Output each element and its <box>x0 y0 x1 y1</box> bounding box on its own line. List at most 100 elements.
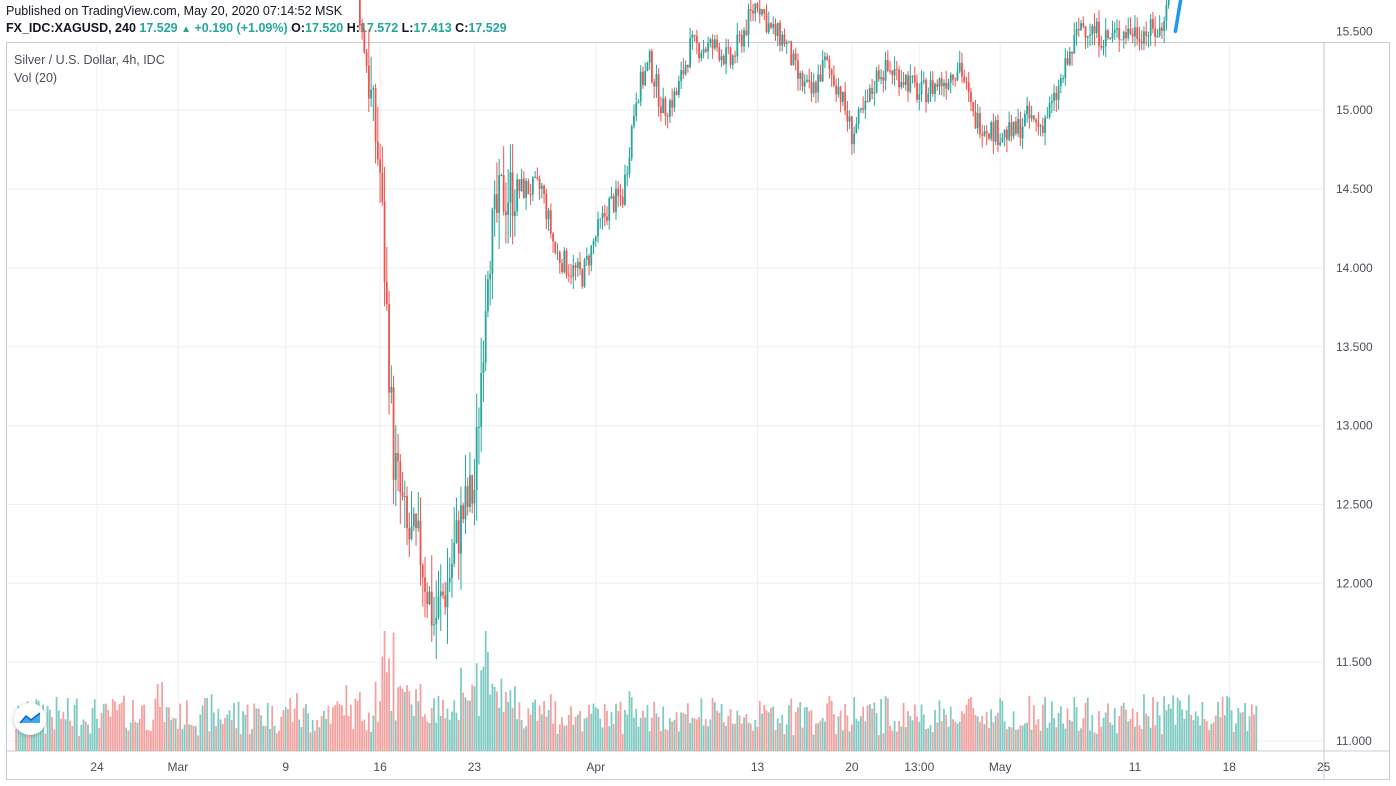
volume-bar <box>673 719 676 751</box>
volume-bar <box>376 721 379 751</box>
volume-bar <box>1084 702 1087 751</box>
candle-body <box>1037 122 1040 127</box>
candle-body <box>487 279 489 312</box>
candle-body <box>536 176 539 179</box>
publish-info: Published on TradingView.com, May 20, 20… <box>6 4 343 18</box>
candle-body <box>428 591 431 604</box>
volume-bar <box>731 723 734 751</box>
candle-body <box>1100 45 1103 48</box>
volume-bar <box>574 716 577 751</box>
candle-body <box>1035 119 1038 123</box>
volume-bar <box>799 702 802 751</box>
candle-body <box>655 74 658 87</box>
candle-body <box>797 60 799 79</box>
volume-bar <box>172 717 175 751</box>
candle-body <box>1064 58 1067 79</box>
volume-bar <box>660 731 662 751</box>
volume-bar <box>64 719 67 751</box>
volume-bar <box>453 700 456 751</box>
candle-body <box>563 250 566 273</box>
candle-body <box>970 91 972 103</box>
candle-body <box>871 88 873 94</box>
chart-frame[interactable] <box>6 42 1390 780</box>
candle-body <box>711 39 714 49</box>
volume-bar <box>727 715 730 751</box>
volume-bar <box>1172 695 1175 751</box>
volume-bar <box>651 717 653 751</box>
volume-bar <box>972 707 975 751</box>
volume-bar <box>985 712 988 751</box>
candle-body <box>835 85 838 95</box>
volume-bar <box>794 712 797 751</box>
candle-body <box>639 71 642 102</box>
volume-bar <box>639 718 642 751</box>
candle-body <box>547 210 550 220</box>
candle-body <box>567 274 570 276</box>
candle-body <box>916 82 918 100</box>
candle-body <box>839 86 842 102</box>
candle-body <box>1001 137 1004 143</box>
candle-body <box>475 427 478 491</box>
candle-body <box>594 236 597 241</box>
volume-bar <box>898 721 900 751</box>
candle-body <box>740 35 743 47</box>
candle-body <box>992 122 995 142</box>
candle-body <box>588 255 590 266</box>
time-tick-label: 9 <box>282 760 289 774</box>
volume-bar <box>583 718 586 751</box>
candle-body <box>457 520 460 554</box>
volume-bar <box>1118 716 1121 751</box>
volume-bar <box>392 632 395 751</box>
candle-body <box>619 195 622 197</box>
volume-bar <box>633 717 635 751</box>
candle-body <box>561 263 563 273</box>
candle-body <box>1084 26 1087 38</box>
candle-body <box>788 41 790 43</box>
volume-bar <box>433 698 435 751</box>
volume-bar <box>556 733 559 751</box>
candle-body <box>702 49 705 54</box>
volume-bar <box>484 631 487 751</box>
volume-bar <box>974 714 977 751</box>
volume-bar <box>203 698 206 751</box>
candle-body <box>581 269 584 287</box>
candle-body <box>1122 31 1125 40</box>
volume-bar <box>102 704 105 751</box>
volume-bar <box>66 698 69 751</box>
volume-bar <box>509 690 512 751</box>
volume-bar <box>740 723 743 751</box>
volume-bar <box>1228 697 1231 751</box>
price-tick-label: 11.500 <box>1336 655 1372 669</box>
volume-bar <box>275 733 278 751</box>
volume-bar <box>349 704 352 751</box>
volume-bar <box>695 719 698 751</box>
volume-bar <box>15 729 18 751</box>
volume-bar <box>871 708 873 751</box>
tradingview-logo-icon[interactable] <box>14 703 46 735</box>
volume-bar <box>84 721 87 751</box>
volume-bar <box>507 701 510 751</box>
candle-body <box>812 82 815 94</box>
close-label: C: <box>455 21 469 35</box>
candle-body <box>1113 29 1116 33</box>
volume-bar <box>1181 709 1184 751</box>
volume-bar <box>24 718 27 751</box>
volume-bar <box>1129 718 1132 751</box>
candle-body <box>556 252 559 254</box>
volume-bar <box>680 712 683 751</box>
volume-bar <box>1170 708 1172 751</box>
candle-body <box>478 426 480 428</box>
candle-body <box>1156 35 1159 38</box>
candle-body <box>1026 105 1029 115</box>
volume-bar <box>82 719 85 751</box>
volume-bar <box>1028 696 1031 751</box>
volume-bar <box>316 719 319 751</box>
candle-body <box>424 577 426 592</box>
volume-bar <box>318 727 321 751</box>
candle-body <box>999 142 1002 146</box>
volume-bar <box>828 695 831 751</box>
volume-bar <box>1062 723 1064 751</box>
volume-bar <box>920 704 923 751</box>
candle-body <box>570 275 572 277</box>
